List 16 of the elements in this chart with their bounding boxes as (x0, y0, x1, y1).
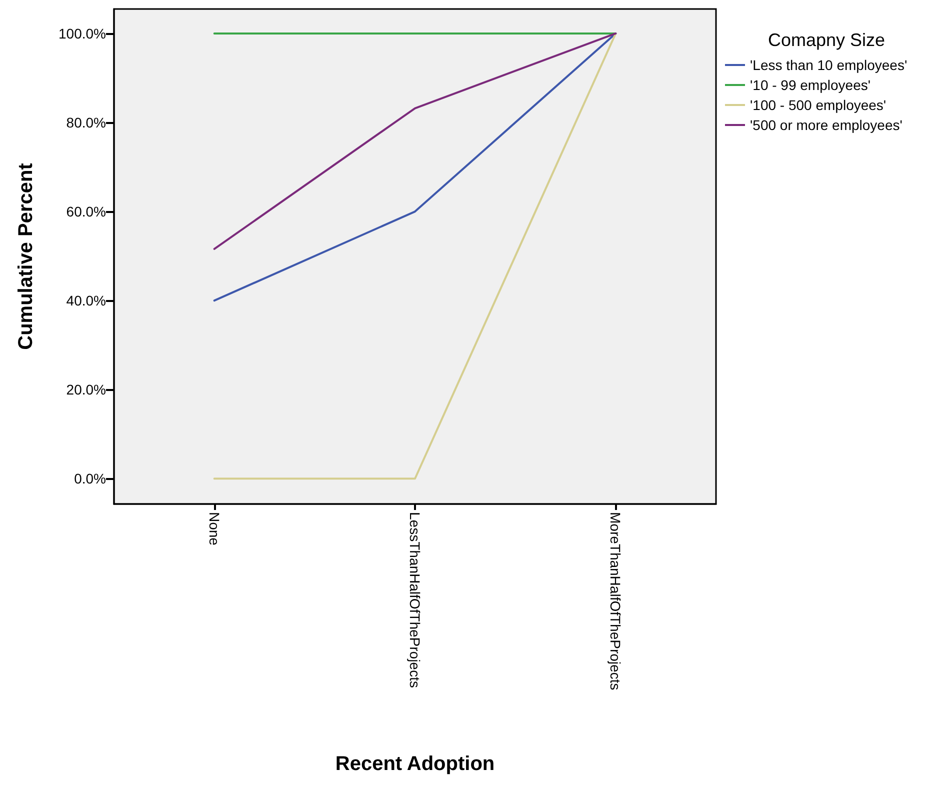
legend-label: '100 - 500 employees' (750, 97, 886, 113)
y-tick-label: 60.0% (66, 204, 106, 220)
x-tick-label: None (206, 512, 222, 546)
y-tick-label: 40.0% (66, 292, 106, 309)
y-tick-label: 80.0% (66, 114, 106, 131)
x-axis-title: Recent Adoption (335, 753, 495, 775)
x-tick-label: LessThanHalfOfTheProjects (407, 512, 423, 688)
y-axis-title: Cumulative Percent (15, 162, 37, 350)
legend-label: '10 - 99 employees' (750, 77, 871, 93)
y-tick-label: 20.0% (66, 382, 106, 398)
y-tick-label: 100.0% (58, 25, 106, 42)
legend-label: 'Less than 10 employees' (750, 57, 908, 73)
x-tick-label: MoreThanHalfOfTheProjects (608, 512, 624, 690)
y-tick-label: 0.0% (74, 470, 106, 487)
legend-label: '500 or more employees' (750, 117, 902, 133)
legend-title: Comapny Size (768, 30, 886, 50)
